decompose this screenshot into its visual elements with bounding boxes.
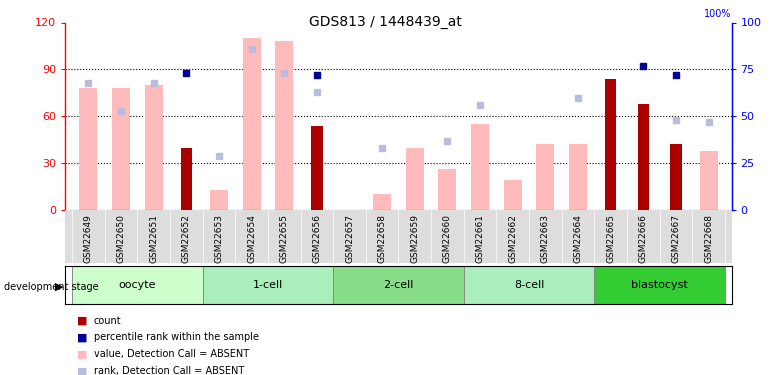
Text: GSM22667: GSM22667 [671,214,681,263]
Bar [145,85,162,210]
Bar [180,147,192,210]
Bar [112,88,130,210]
Text: GSM22659: GSM22659 [410,214,420,263]
Bar [605,79,617,210]
Bar [406,147,424,210]
Text: GSM22663: GSM22663 [541,214,550,263]
Bar [569,144,587,210]
Text: value, Detection Call = ABSENT: value, Detection Call = ABSENT [94,350,249,359]
Bar [243,38,260,210]
Text: GSM22662: GSM22662 [508,214,517,263]
Text: GSM22651: GSM22651 [149,214,158,263]
Bar [373,194,391,210]
Text: GDS813 / 1448439_at: GDS813 / 1448439_at [309,15,461,29]
Text: rank, Detection Call = ABSENT: rank, Detection Call = ABSENT [94,366,244,375]
Text: GSM22652: GSM22652 [182,214,191,263]
Text: GSM22660: GSM22660 [443,214,452,263]
Text: GSM22656: GSM22656 [313,214,321,263]
Text: ■: ■ [77,316,88,326]
Text: GSM22666: GSM22666 [639,214,648,263]
Text: GSM22655: GSM22655 [280,214,289,263]
Bar [72,266,203,304]
Text: GSM22654: GSM22654 [247,214,256,263]
Text: GSM22658: GSM22658 [377,214,387,263]
Text: GSM22650: GSM22650 [116,214,126,263]
Text: blastocyst: blastocyst [631,280,688,290]
Text: ■: ■ [77,366,88,375]
Text: count: count [94,316,122,326]
Bar [471,124,489,210]
Text: GSM22665: GSM22665 [606,214,615,263]
Text: ▶: ▶ [55,282,63,292]
Bar [438,170,457,210]
Bar [638,104,649,210]
Text: GSM22661: GSM22661 [476,214,484,263]
Bar [504,180,522,210]
Bar [333,266,464,304]
Text: 100%: 100% [704,9,731,19]
Bar [464,266,594,304]
Bar [594,266,725,304]
Text: oocyte: oocyte [119,280,156,290]
Text: GSM22657: GSM22657 [345,214,354,263]
Text: GSM22653: GSM22653 [214,214,223,263]
Bar [700,151,718,210]
Text: development stage: development stage [4,282,99,292]
Text: 1-cell: 1-cell [253,280,283,290]
Text: GSM22664: GSM22664 [574,214,583,263]
Text: GSM22668: GSM22668 [704,214,713,263]
Bar [203,266,333,304]
Bar [210,190,228,210]
Text: 2-cell: 2-cell [383,280,413,290]
Bar [311,126,323,210]
Bar [275,41,293,210]
Bar [670,144,681,210]
Text: GSM22649: GSM22649 [84,214,93,263]
Text: ■: ■ [77,333,88,342]
Bar [79,88,97,210]
Text: ■: ■ [77,350,88,359]
Text: 8-cell: 8-cell [514,280,544,290]
Bar [537,144,554,210]
Text: percentile rank within the sample: percentile rank within the sample [94,333,259,342]
